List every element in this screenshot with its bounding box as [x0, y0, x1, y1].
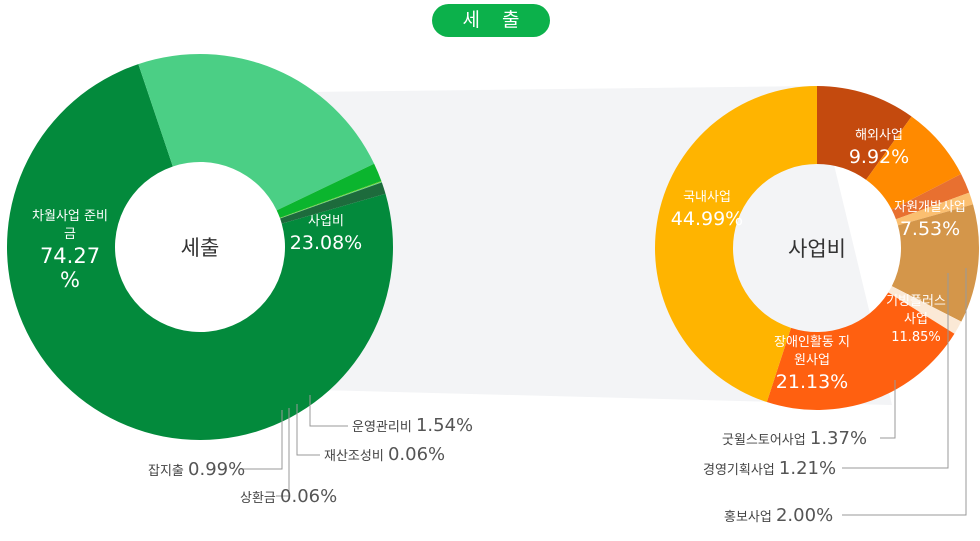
label-value: 23.08%	[289, 232, 363, 254]
leader-line	[276, 408, 290, 497]
label-name: 경영기획사업	[703, 463, 775, 478]
label-name: 운영관리비	[352, 420, 412, 435]
label-name: 차월사업 준비금	[32, 209, 108, 242]
label-value: 2.00%	[775, 505, 834, 526]
donut-slice	[6, 64, 393, 440]
donut-slice	[279, 181, 382, 219]
label-name: 굿윌스토어사업	[722, 433, 806, 448]
label-value: 11.85%	[891, 330, 941, 345]
donut-slice	[279, 181, 382, 219]
outside-label-goodwill: 굿윌스토어사업 1.37%	[722, 428, 867, 449]
donut-slice	[276, 163, 382, 218]
donut-slice	[817, 86, 912, 180]
leader-line	[240, 410, 283, 470]
section-badge: 세 출	[432, 4, 550, 37]
donut-slice	[891, 174, 970, 220]
label-name: 상환금	[240, 491, 276, 506]
label-value: 44.99%	[670, 208, 744, 230]
slice-label-giving: 기빙플러스 사업 11.85%	[881, 293, 951, 347]
label-value: 0.06%	[387, 444, 446, 465]
label-value: 0.99%	[188, 459, 246, 480]
right-center-label: 사업비	[788, 237, 846, 261]
slice-label-domestic: 국내사업 44.99%	[671, 189, 743, 231]
label-value: 1.54%	[415, 415, 474, 436]
slice-label-reserve: 차월사업 준비금 74.27 %	[30, 208, 110, 292]
label-value: 74.27 %	[39, 244, 101, 292]
left-center-label: 세출	[180, 236, 220, 260]
donut-slice	[655, 86, 817, 403]
label-value: 1.37%	[809, 428, 868, 449]
donut-slice	[866, 116, 962, 210]
label-name: 기빙플러스 사업	[886, 294, 946, 327]
outside-label-promotion: 홍보사업 2.00%	[724, 505, 833, 526]
outside-label-misc: 잡지출 0.99%	[148, 459, 245, 480]
label-value: 21.13%	[775, 371, 849, 393]
leader-line	[309, 395, 348, 427]
leader-line	[842, 268, 967, 516]
outside-label-operations: 운영관리비 1.54%	[352, 415, 473, 436]
donut-slice	[895, 192, 974, 226]
label-value: 9.92%	[848, 146, 910, 168]
leader-line	[880, 380, 896, 439]
slice-label-disability: 장애인활동 지원사업 21.13%	[772, 334, 852, 394]
label-name: 사업비	[308, 214, 344, 229]
label-name: 국내사업	[683, 190, 731, 205]
donut-slice	[138, 54, 375, 211]
label-name: 해외사업	[855, 128, 903, 143]
label-name: 재산조성비	[324, 449, 384, 464]
donut-slice	[766, 292, 955, 410]
leader-line	[842, 273, 949, 469]
label-value: 7.53%	[899, 218, 961, 240]
outside-label-property: 재산조성비 0.06%	[324, 444, 445, 465]
donut-slice	[888, 286, 962, 334]
leader-line	[296, 404, 320, 456]
label-name: 자원개발사업	[894, 200, 966, 215]
outside-label-repayment: 상환금 0.06%	[240, 486, 337, 507]
slice-label-business: 사업비 23.08%	[290, 213, 362, 255]
slice-label-overseas: 해외사업 9.92%	[849, 127, 909, 169]
label-name: 장애인활동 지원사업	[774, 335, 850, 368]
donut-slice	[280, 182, 386, 224]
slice-label-resource: 자원개발사업 7.53%	[894, 199, 966, 241]
label-name: 잡지출	[148, 464, 184, 479]
donut-slice	[891, 204, 979, 322]
label-value: 0.06%	[280, 486, 338, 507]
label-name: 홍보사업	[724, 510, 772, 525]
outside-label-management: 경영기획사업 1.21%	[703, 458, 836, 479]
label-value: 1.21%	[778, 458, 837, 479]
leader-lines	[240, 268, 967, 516]
